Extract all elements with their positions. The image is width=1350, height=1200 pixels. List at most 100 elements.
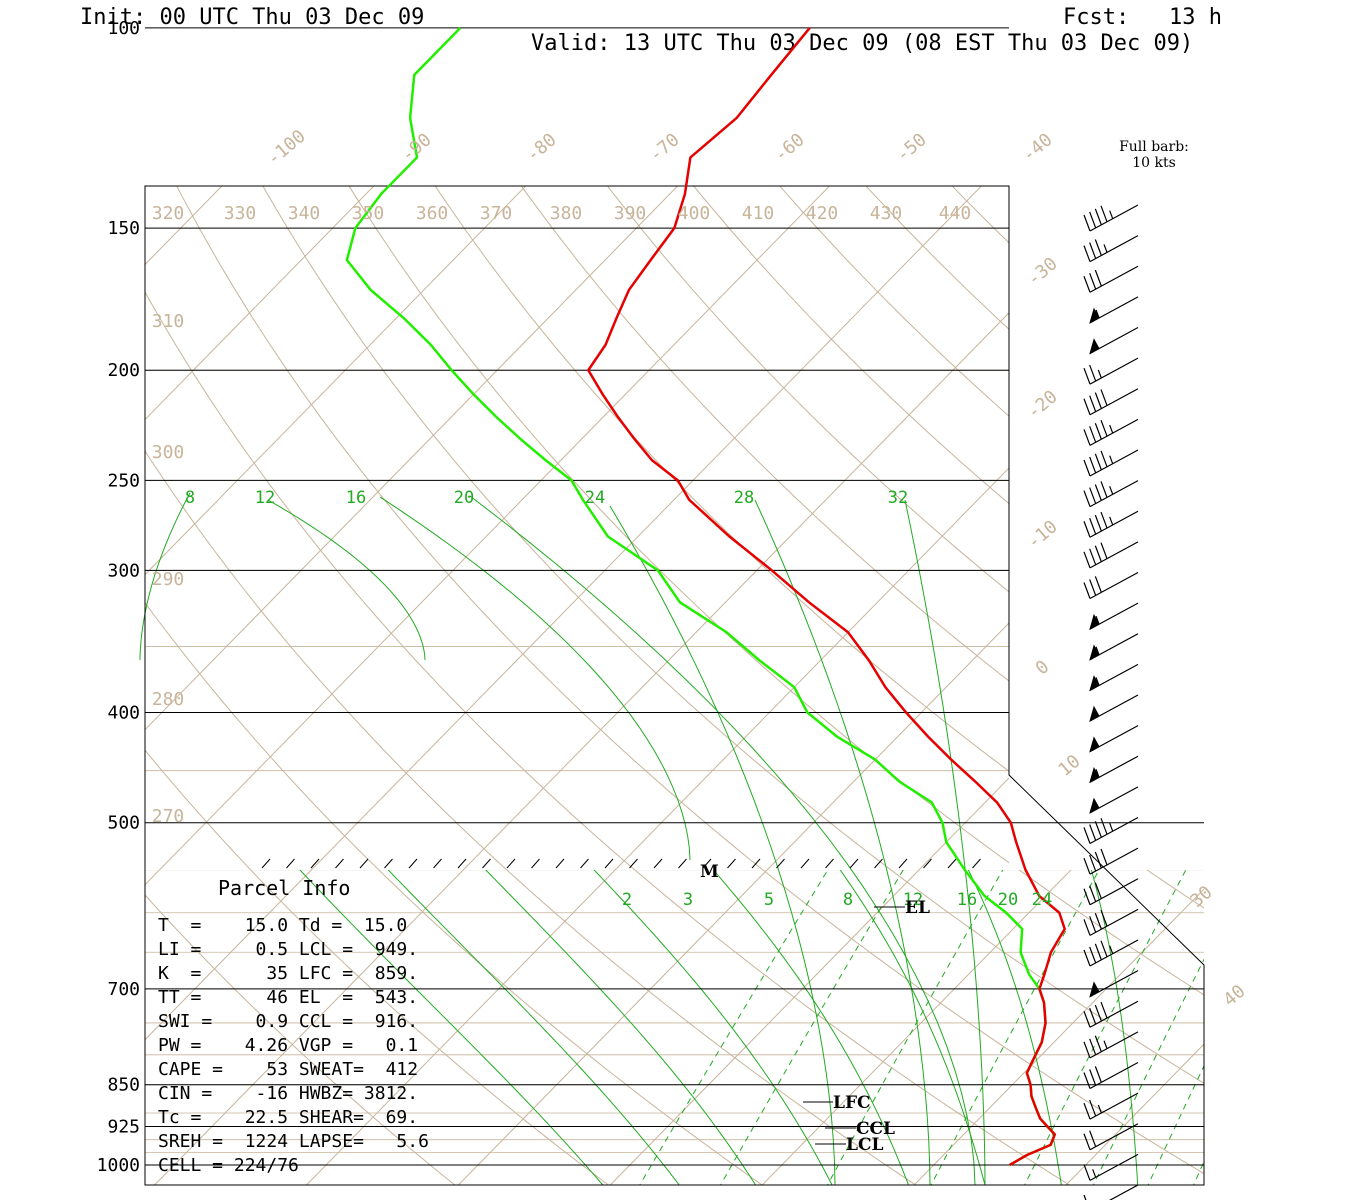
- barb-pennant: [1089, 981, 1100, 998]
- wind-barb: [1083, 265, 1139, 293]
- barb-feather: [1083, 1011, 1091, 1028]
- barb-feather: [1100, 818, 1108, 835]
- barb-feather: [1094, 545, 1102, 562]
- isotherm: [310, 186, 983, 870]
- dry-adiabat: [890, 870, 1204, 1084]
- moist-adiabat: [299, 870, 604, 1185]
- barb-staff: [1089, 878, 1139, 906]
- wind-barb: [1083, 1061, 1139, 1090]
- barb-feather: [1089, 885, 1097, 902]
- barb-staff: [1089, 908, 1139, 936]
- mixing-ratio-label: 24: [585, 488, 605, 508]
- barb-feather: [1100, 419, 1108, 437]
- barb-half-feather: [1092, 1169, 1097, 1178]
- isotherm-label: 0: [1032, 656, 1054, 679]
- wind-barb: [1089, 663, 1139, 692]
- barb-half-feather: [1095, 677, 1100, 686]
- barb-feather: [1094, 851, 1102, 869]
- hatch-mark: [849, 858, 859, 869]
- hatch-mark: [457, 858, 467, 869]
- isotherm-label: 40: [1219, 981, 1249, 1011]
- theta-label: 420: [806, 203, 839, 224]
- barb-feather: [1089, 916, 1097, 933]
- theta-label: 430: [870, 203, 903, 224]
- dry-adiabat: [250, 870, 610, 1185]
- barb-feather: [1100, 1001, 1108, 1019]
- barb-feather: [1089, 1038, 1097, 1056]
- theta-label: 270: [152, 806, 185, 827]
- wind-barb: [1089, 970, 1139, 998]
- isotherm: [910, 0, 1350, 1189]
- moist-adiabat: [1290, 803, 1314, 1190]
- wind-barb: [1083, 939, 1139, 967]
- wind-barb: [1083, 541, 1139, 569]
- isotherm-label: 30: [1186, 882, 1216, 912]
- barb-half-feather: [1095, 769, 1100, 778]
- moist-adiabat: [387, 870, 680, 1185]
- hatch-mark: [310, 858, 320, 869]
- isotherm: [145, 870, 161, 886]
- moist-adiabat: [1090, 870, 1139, 1185]
- mixing-ratio-label: 12: [255, 488, 275, 508]
- mixing-ratio-label: 20: [998, 890, 1018, 910]
- isotherm-label: -40: [1018, 129, 1056, 166]
- barb-pennant: [1089, 705, 1100, 723]
- mixing-ratio-label: 28: [734, 488, 754, 508]
- dry-adiabat: [951, 186, 1009, 244]
- parcel-row: CAPE = 53 SWEAT= 412: [158, 1059, 418, 1080]
- theta-label: 340: [288, 203, 321, 224]
- barb-staff: [1089, 541, 1139, 569]
- theta-e-curve: [609, 505, 836, 1186]
- barb-staff: [1089, 204, 1139, 232]
- theta-e-curve: [139, 492, 191, 661]
- dry-adiabat: [1231, 0, 1350, 1189]
- barb-pennant: [1089, 613, 1100, 631]
- isotherm: [0, 0, 124, 1189]
- hatch-mark: [359, 858, 369, 869]
- wind-barb: [1083, 1184, 1139, 1200]
- theta-label: 380: [550, 203, 583, 224]
- wind-barb: [1089, 602, 1139, 631]
- mixing-ratio-label: 8: [843, 890, 853, 910]
- dry-adiabat: [762, 870, 1204, 1175]
- barb-staff: [1089, 449, 1139, 477]
- pressure-tick-label: 150: [107, 218, 140, 239]
- barb-staff: [1089, 1000, 1139, 1028]
- barb-half-feather: [1103, 1040, 1108, 1049]
- isotherm: [0, 0, 883, 1189]
- wind-barb: [1083, 204, 1139, 232]
- barb-feather: [1083, 857, 1091, 875]
- theta-e-curve: [379, 496, 691, 861]
- barb-half-feather: [1095, 615, 1100, 625]
- theta-label: 440: [939, 203, 972, 224]
- pressure-tick-label: 250: [107, 470, 140, 491]
- temperature-trace: [586, 27, 1067, 1167]
- barb-feather: [1094, 882, 1102, 899]
- parcel-row: CELL = 224/76: [158, 1155, 299, 1176]
- theta-label: 390: [614, 203, 647, 224]
- hatch-mark: [776, 858, 785, 869]
- pressure-tick-label: 700: [107, 979, 140, 1000]
- pressure-tick-label: 400: [107, 703, 140, 724]
- barb-staff: [1089, 847, 1139, 875]
- barb-feather: [1094, 514, 1102, 532]
- barb-pennant: [1089, 644, 1100, 661]
- dry-adiabat: [779, 186, 1009, 417]
- wind-barb: [1089, 755, 1139, 784]
- init-time: Init: 00 UTC Thu 03 Dec 09: [80, 5, 425, 30]
- moist-adiabat: [485, 870, 757, 1185]
- wind-barb: [1083, 1123, 1139, 1151]
- wind-barb: [1083, 908, 1139, 936]
- mixing-ratio-line: [930, 870, 1100, 1185]
- barb-feather: [1094, 943, 1102, 961]
- hatch-mark: [947, 858, 957, 869]
- barb-staff: [1089, 939, 1139, 967]
- dry-adiabat: [468, 0, 1350, 1189]
- wind-barb: [1089, 694, 1139, 723]
- wind-barbs: [1083, 204, 1139, 1200]
- valid-time: Valid: 13 UTC Thu 03 Dec 09 (08 EST Thu …: [531, 31, 1194, 56]
- mixing-ratio-label: 12: [903, 890, 923, 910]
- mixing-ratio-label: 2: [622, 890, 632, 910]
- dry-adiabat: [506, 870, 917, 1185]
- dry-adiabat: [1307, 0, 1350, 1189]
